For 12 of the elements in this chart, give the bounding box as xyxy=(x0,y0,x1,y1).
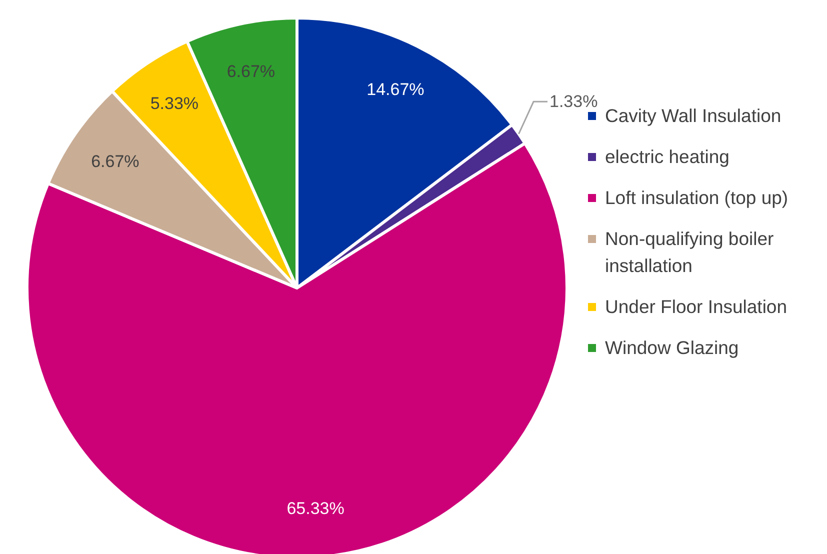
legend-label: Under Floor Insulation xyxy=(605,295,788,319)
data-label: 14.67% xyxy=(366,80,424,100)
legend-label: Non-qualifying boiler installation xyxy=(605,227,775,278)
data-label: 65.33% xyxy=(286,499,344,518)
data-label: 5.33% xyxy=(150,94,199,114)
data-label: 1.33% xyxy=(550,92,598,112)
legend-label: electric heating xyxy=(605,145,730,169)
legend-label: Loft insulation (top up) xyxy=(605,186,788,210)
data-label: 6.67% xyxy=(226,62,276,81)
data-label: 6.67% xyxy=(91,152,140,172)
legend-label: Cavity Wall Insulation xyxy=(605,104,782,128)
legend-label: Window Glazing xyxy=(605,336,739,360)
